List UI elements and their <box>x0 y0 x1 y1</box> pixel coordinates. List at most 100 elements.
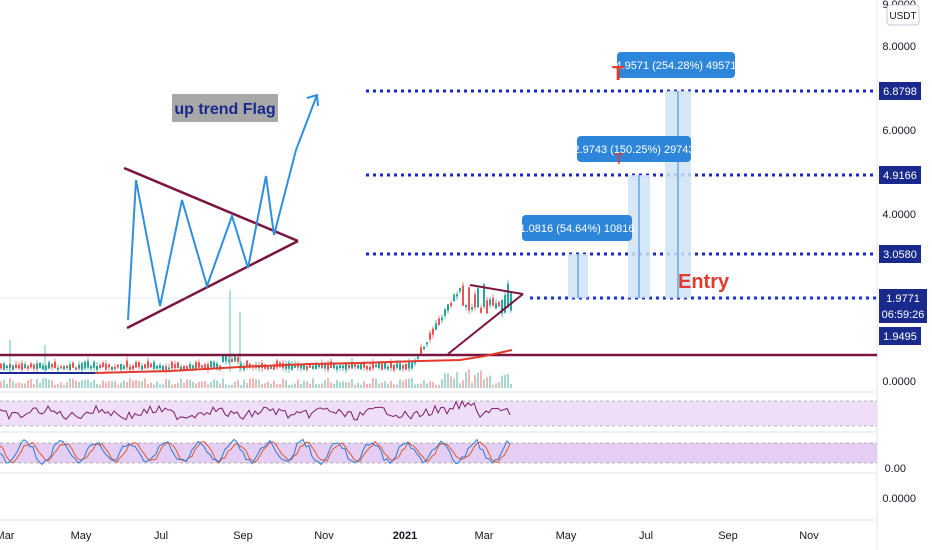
candle-body <box>297 364 299 368</box>
volume-bar <box>357 382 359 388</box>
candle-body <box>357 365 359 369</box>
candle-body <box>138 362 140 368</box>
candle-body <box>492 297 494 306</box>
volume-bar <box>24 383 26 388</box>
volume-bar <box>309 383 311 388</box>
candle-body <box>390 361 392 369</box>
candle-body <box>510 293 512 311</box>
candle-body <box>87 361 89 368</box>
candle-body <box>129 366 131 370</box>
volume-bar <box>435 384 437 388</box>
volume-bar <box>273 380 275 388</box>
price-tick-6: 6.0000 <box>882 125 916 137</box>
candle-body <box>36 363 38 370</box>
volume-bar <box>90 382 92 388</box>
candle-body <box>411 362 413 369</box>
candle-body <box>507 283 509 308</box>
volume-bar <box>432 382 434 388</box>
volume-bar <box>471 382 473 388</box>
candle-body <box>408 362 410 369</box>
volume-bar <box>81 380 83 388</box>
volume-bar <box>363 381 365 388</box>
candle-body <box>225 355 227 362</box>
price-axis[interactable]: 9.0000 USDT 8.0000 6.0000 4.0000 0.0000 … <box>879 0 927 505</box>
volume-bar <box>99 384 101 388</box>
candle-body <box>117 364 119 368</box>
time-axis[interactable]: Mar May Jul Sep Nov 2021 Mar May Jul Sep… <box>0 530 819 542</box>
volume-bar <box>348 382 350 388</box>
entry-label: Entry <box>678 271 730 293</box>
candle-body <box>135 362 137 368</box>
volume-bar <box>465 372 467 388</box>
volume-bar <box>213 379 215 388</box>
volume-bar <box>66 382 68 388</box>
candle-body <box>363 363 365 368</box>
volume-bar <box>336 379 338 388</box>
volume-bar <box>285 379 287 388</box>
volume-bar <box>123 380 125 388</box>
flag-upper-trendline <box>123 166 299 243</box>
volume-bar <box>444 373 446 388</box>
volume-bar <box>219 383 221 388</box>
volume-bar <box>231 384 233 388</box>
volume-bar <box>246 382 248 388</box>
candle-body <box>141 365 143 370</box>
candle-body <box>42 365 44 370</box>
volume-bar <box>153 384 155 388</box>
currency-label: USDT <box>889 11 916 22</box>
candle-body <box>126 360 128 368</box>
volume-bar <box>249 378 251 388</box>
flag-price-path <box>127 94 318 321</box>
volume-bar <box>27 380 29 388</box>
volume-bar <box>267 381 269 388</box>
candle-body <box>372 362 374 369</box>
candle-body <box>195 362 197 369</box>
currency-badge[interactable] <box>886 4 920 26</box>
volume-bar <box>129 378 131 388</box>
volume-bar <box>12 381 14 388</box>
candle-body <box>90 366 92 369</box>
volume-bar <box>36 378 38 388</box>
candle-body <box>501 299 503 314</box>
volume-bar <box>276 383 278 388</box>
volume-bar <box>84 380 86 388</box>
candle-body <box>234 356 236 362</box>
volume-bar <box>390 380 392 388</box>
candle-body <box>318 364 320 368</box>
candle-body <box>3 363 5 370</box>
candle-body <box>39 362 41 368</box>
candle-body <box>24 364 26 369</box>
volume-bar <box>177 382 179 388</box>
candle-body <box>72 362 74 368</box>
price-tick-4: 4.0000 <box>882 209 916 221</box>
volume-bar <box>15 383 17 388</box>
candle-body <box>348 364 350 369</box>
volume-bar <box>189 379 191 388</box>
candle-body <box>375 364 377 368</box>
candle-body <box>309 363 311 368</box>
volume-bar <box>30 379 32 388</box>
volume-bar <box>420 383 422 388</box>
candle-body <box>156 365 158 369</box>
volume-bar <box>192 381 194 388</box>
volume-bar <box>387 383 389 388</box>
volume-bar <box>402 380 404 388</box>
candle-body <box>315 364 317 369</box>
candle-body <box>33 364 35 369</box>
candle-body <box>78 364 80 369</box>
volume-bar <box>225 384 227 388</box>
candle-body <box>303 363 305 370</box>
candle-body <box>198 362 200 368</box>
volume-bar <box>456 372 458 388</box>
volume-bar <box>306 381 308 388</box>
candle-body <box>183 365 185 370</box>
candle-body <box>336 366 338 370</box>
candle-body <box>210 361 212 368</box>
volume-bar <box>312 378 314 388</box>
time-tick-may-2020: May <box>71 530 92 542</box>
volume-bar <box>171 384 173 388</box>
candle-body <box>150 363 152 368</box>
volume-bar <box>201 381 203 388</box>
volume-bar <box>69 378 71 388</box>
candle-body <box>468 287 470 311</box>
